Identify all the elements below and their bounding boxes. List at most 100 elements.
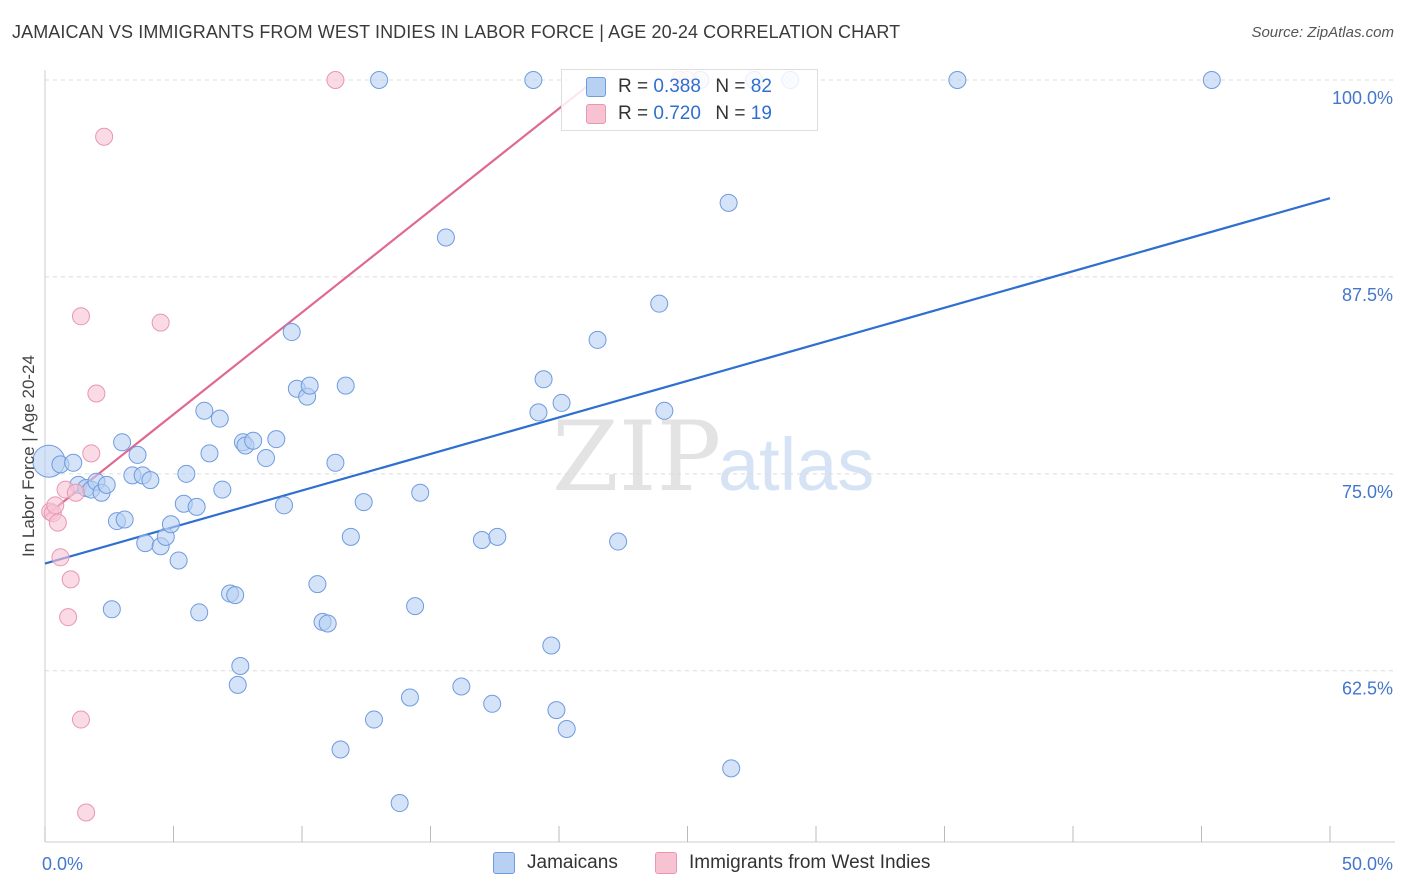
point-jamaicans	[226, 586, 245, 605]
point-jamaicans	[318, 614, 337, 633]
legend-row-jamaicans: R = 0.388 N = 82	[586, 74, 772, 100]
source-label: Source: ZipAtlas.com	[1251, 24, 1394, 41]
point-jamaicans	[308, 575, 327, 594]
point-jamaicans	[190, 603, 209, 622]
point-jamaicans	[650, 294, 669, 313]
point-jamaicans	[244, 431, 263, 450]
trendline-jamaicans	[44, 197, 1331, 565]
legend-item-west-indies[interactable]: Immigrants from West Indies	[655, 852, 930, 874]
point-jamaicans	[354, 493, 373, 512]
point-jamaicans	[300, 376, 319, 395]
y-tick-label: 100.0%	[1332, 88, 1393, 108]
axis-labels: 62.5% 75.0% 87.5% 100.0% 0.0% 50.0% In Labor F…	[19, 88, 1393, 874]
point-jamaicans	[609, 532, 628, 551]
point-west-indies	[71, 307, 90, 326]
point-jamaicans	[136, 534, 155, 553]
x-tick-label-min: 0.0%	[42, 854, 83, 874]
trendline-west-indies	[44, 79, 596, 518]
point-jamaicans	[722, 759, 741, 778]
swatch-jamaicans	[493, 852, 515, 874]
point-jamaicans	[326, 453, 345, 472]
watermark: ZIP atlas	[552, 401, 874, 513]
correlation-legend: R = 0.388 N = 82 R = 0.720 N = 19	[561, 69, 818, 131]
point-jamaicans	[213, 480, 232, 499]
point-west-indies	[66, 483, 85, 502]
point-west-indies	[71, 710, 90, 729]
watermark-atlas: atlas	[718, 423, 874, 506]
point-jamaicans	[113, 433, 132, 452]
point-jamaicans	[488, 527, 507, 546]
point-jamaicans	[472, 530, 491, 549]
point-jamaicans	[115, 510, 134, 529]
point-jamaicans	[411, 483, 430, 502]
legend-n-label: N =	[715, 76, 746, 97]
point-jamaicans	[390, 794, 409, 813]
legend-label-west-indies: Immigrants from West Indies	[689, 852, 931, 873]
point-jamaicans	[200, 444, 219, 463]
point-jamaicans	[364, 710, 383, 729]
point-jamaicans	[547, 701, 566, 720]
point-jamaicans	[948, 71, 967, 89]
gridlines	[45, 79, 1395, 672]
point-jamaicans	[436, 228, 455, 247]
point-jamaicans	[267, 430, 286, 449]
legend-label-jamaicans: Jamaicans	[527, 852, 618, 873]
point-jamaicans	[275, 496, 294, 515]
point-jamaicans	[102, 600, 121, 619]
legend-n-value: 82	[750, 76, 772, 97]
point-jamaicans	[210, 409, 229, 428]
point-west-indies	[48, 513, 67, 532]
y-axis-label: In Labor Force | Age 20-24	[19, 355, 38, 557]
point-west-indies	[87, 384, 106, 403]
point-jamaicans	[524, 71, 543, 89]
y-tick-label: 75.0%	[1342, 482, 1393, 502]
point-jamaicans	[282, 323, 301, 342]
point-west-indies	[151, 313, 170, 332]
trendlines	[44, 79, 1331, 565]
point-west-indies	[77, 803, 96, 822]
point-jamaicans	[64, 453, 83, 472]
point-jamaicans	[195, 401, 214, 420]
legend-n-value: 19	[750, 103, 772, 124]
point-west-indies	[59, 608, 78, 627]
point-jamaicans	[141, 471, 160, 490]
point-west-indies	[82, 444, 101, 463]
point-west-indies	[61, 570, 80, 589]
y-tick-label: 62.5%	[1342, 679, 1393, 699]
point-jamaicans	[336, 376, 355, 395]
point-jamaicans	[655, 401, 674, 420]
legend-r-value: 0.388	[653, 76, 701, 97]
legend-r-label: R =	[618, 76, 649, 97]
point-west-indies	[95, 127, 114, 146]
point-jamaicans	[177, 464, 196, 483]
legend-item-jamaicans[interactable]: Jamaicans	[493, 852, 618, 874]
swatch-west-indies	[655, 852, 677, 874]
point-jamaicans	[97, 475, 116, 494]
point-jamaicans	[452, 677, 471, 696]
point-jamaicans	[400, 688, 419, 707]
legend-n-label: N =	[715, 103, 746, 124]
y-tick-label: 87.5%	[1342, 285, 1393, 305]
point-jamaicans	[331, 740, 350, 759]
point-jamaicans	[228, 675, 247, 694]
point-jamaicans	[534, 370, 553, 389]
point-jamaicans	[128, 445, 147, 464]
legend-swatch-pink	[586, 104, 606, 124]
point-jamaicans	[231, 656, 250, 675]
legend-row-west-indies: R = 0.720 N = 19	[586, 101, 772, 127]
point-jamaicans	[406, 597, 425, 616]
point-jamaicans	[1202, 71, 1221, 89]
point-jamaicans	[483, 694, 502, 713]
point-jamaicans	[588, 330, 607, 349]
point-west-indies	[51, 548, 70, 567]
point-jamaicans	[169, 551, 188, 570]
point-west-indies	[46, 496, 65, 515]
legend-swatch-blue	[586, 77, 606, 97]
x-tick-label-max: 50.0%	[1342, 854, 1393, 874]
point-jamaicans	[557, 720, 576, 739]
watermark-zip: ZIP	[552, 401, 721, 513]
legend-r-value: 0.720	[653, 103, 701, 124]
point-jamaicans	[552, 393, 571, 412]
point-jamaicans	[719, 193, 738, 212]
